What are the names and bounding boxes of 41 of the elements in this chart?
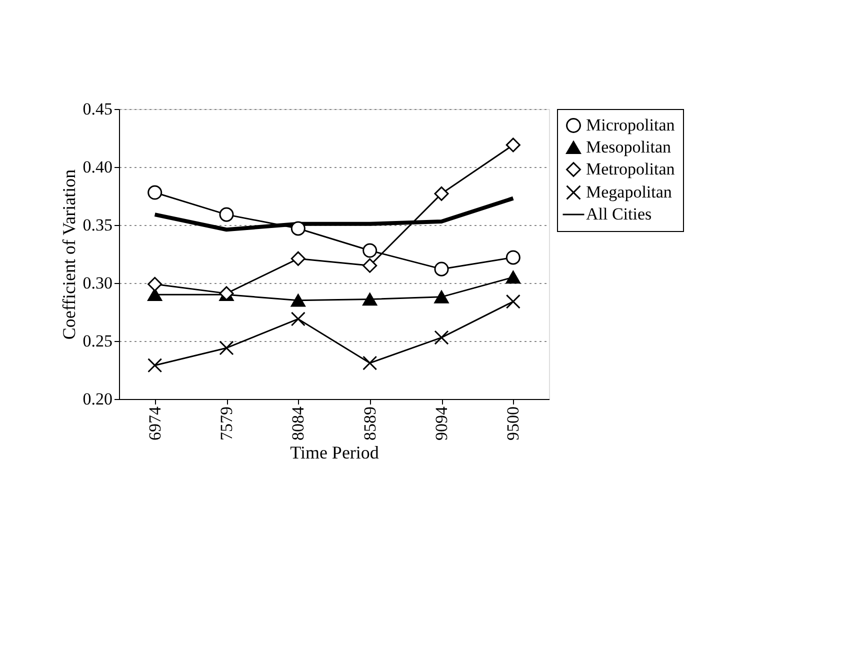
x-tick-label: 9500 (504, 406, 523, 440)
x-tick-label: 7579 (217, 406, 236, 440)
point (290, 221, 306, 236)
y-tick-label: 0.35 (82, 216, 112, 234)
point (434, 290, 449, 304)
point (362, 243, 378, 258)
point (290, 312, 306, 326)
y-tick-label: 0.30 (82, 274, 112, 292)
point (290, 294, 306, 307)
point (362, 292, 378, 306)
legend-label: Metropolitan (586, 160, 676, 178)
legend-label: Megapolitan (586, 182, 672, 202)
legend-label: Mesopolitan (586, 138, 672, 156)
point (506, 294, 520, 309)
point (506, 138, 520, 152)
x-tick-label: 8589 (360, 406, 380, 440)
y-tick-label: 0.25 (82, 332, 112, 350)
point (434, 330, 449, 345)
point (362, 356, 378, 370)
point (148, 358, 162, 373)
point (219, 207, 234, 222)
y-tick-label: 0.45 (82, 100, 112, 118)
point (290, 251, 306, 266)
legend-label: All Cities (586, 204, 652, 224)
point (506, 270, 520, 284)
x-tick-label: 9094 (432, 406, 451, 440)
x-tick-label: 6974 (145, 406, 164, 440)
point (434, 262, 449, 276)
y-axis-title: Coefficient of Variation (58, 169, 79, 340)
x-axis-title: Time Period (290, 442, 379, 462)
point (148, 185, 162, 200)
point (506, 250, 520, 265)
y-tick-label: 0.20 (82, 390, 112, 408)
point (362, 258, 378, 273)
point (219, 340, 234, 356)
legend-label: Micropolitan (586, 116, 676, 134)
point (434, 186, 449, 201)
point (148, 288, 162, 301)
point (148, 276, 162, 292)
x-tick-label: 8084 (288, 406, 308, 440)
y-tick-label: 0.40 (82, 158, 112, 176)
